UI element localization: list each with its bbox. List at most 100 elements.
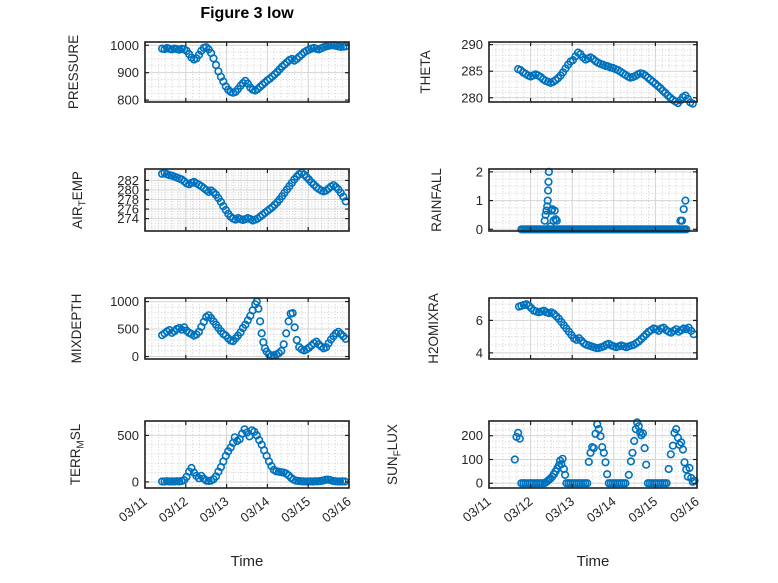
y-tick-label: 500 <box>117 428 139 443</box>
x-tick-label: 03/11 <box>116 494 150 525</box>
subplot-terr_msl: 0 500 03/11 03/12 03/13 03/14 03/15 03/16 TERRMS… <box>68 420 354 526</box>
axes-box <box>488 297 698 360</box>
x-tick-label: 03/15 <box>625 494 660 526</box>
tick-marks <box>488 42 698 102</box>
data-point <box>662 479 671 488</box>
data-points <box>514 300 698 353</box>
y-tick-label: 274 <box>117 211 139 226</box>
data-points <box>158 297 350 360</box>
y-axis-label: RAINFALL <box>429 168 444 232</box>
data-point <box>560 470 570 480</box>
data-point <box>672 425 681 434</box>
minor-grid <box>489 421 697 488</box>
data-point <box>632 418 642 427</box>
tick-marks <box>488 169 698 231</box>
y-tick-label: 0 <box>132 349 139 364</box>
data-points <box>158 425 350 486</box>
data-point <box>209 54 218 63</box>
data-point <box>688 99 697 108</box>
subplot-pressure: 800 900 1000 PRESSURE <box>66 35 350 109</box>
data-point <box>290 323 299 332</box>
data-point <box>601 458 610 467</box>
data-point <box>594 425 603 434</box>
axes-box <box>144 420 350 489</box>
y-tick-label: 280 <box>461 90 483 105</box>
data-point <box>510 455 519 464</box>
x-tick-label: 03/13 <box>197 494 232 526</box>
data-point <box>541 210 550 219</box>
data-point <box>543 196 552 205</box>
data-point <box>668 441 678 450</box>
data-points <box>510 418 699 488</box>
y-tick-label: 1 <box>476 193 483 208</box>
data-point <box>256 317 265 326</box>
y-axis-label: H2OMIXRA <box>426 293 441 364</box>
data-point <box>640 444 649 453</box>
x-axis-label-left: Time <box>230 553 264 570</box>
y-tick-label: 0 <box>132 474 139 489</box>
data-point <box>624 470 633 480</box>
y-tick-label: 6 <box>476 313 483 328</box>
data-point <box>678 445 688 454</box>
data-point <box>288 309 297 318</box>
y-tick-label: 900 <box>117 65 139 80</box>
y-axis-label: SUNFLUX <box>385 424 404 485</box>
tick-marks <box>488 421 698 488</box>
y-tick-label: 0 <box>476 476 483 491</box>
y-tick-label: 278 <box>117 192 139 207</box>
subplot-rainfall: 0 1 2 RAINFALL <box>429 164 698 237</box>
y-tick-label: 4 <box>476 345 483 360</box>
y-tick-label: 282 <box>117 173 139 188</box>
subplot-mixdepth: 0 500 1000 MIXDEPTH <box>69 294 350 364</box>
data-point <box>543 186 553 195</box>
y-axis-label: THETA <box>418 50 433 93</box>
tick-marks <box>144 42 350 102</box>
y-tick-label: 0 <box>476 222 483 237</box>
axes-box <box>488 420 698 489</box>
figure-title: Figure 3 low <box>200 5 294 22</box>
data-point <box>550 206 559 215</box>
minor-grid <box>489 169 697 231</box>
x-tick-label: 03/11 <box>460 494 494 525</box>
data-point <box>681 196 690 205</box>
data-point <box>284 317 293 326</box>
y-tick-label: 285 <box>461 64 483 79</box>
data-point <box>257 329 266 338</box>
data-point <box>638 429 648 438</box>
data-point <box>685 463 694 473</box>
data-point <box>282 329 291 338</box>
y-tick-label: 290 <box>461 37 483 52</box>
x-axis-label-right: Time <box>576 553 610 570</box>
data-point <box>628 448 637 457</box>
y-axis-label: AIRTEMP <box>70 171 89 229</box>
data-point <box>194 50 203 60</box>
data-points <box>513 48 697 108</box>
data-point <box>682 225 691 234</box>
x-tick-label: 03/15 <box>278 494 313 526</box>
data-points <box>158 41 350 97</box>
data-point <box>666 450 675 459</box>
subplot-h2omixra: 4 6 H2OMIXRA <box>426 293 698 364</box>
data-point <box>583 479 592 488</box>
x-tick-label: 03/16 <box>667 494 702 526</box>
y-tick-label: 500 <box>117 322 139 337</box>
data-points <box>517 167 691 234</box>
axes-box <box>488 41 698 103</box>
data-point <box>630 436 639 446</box>
data-point <box>642 460 651 469</box>
y-axis-label: TERRMSL <box>68 423 87 485</box>
data-point <box>558 454 567 463</box>
subplot-sun_flux: 0 100 200 03/11 03/12 03/13 03/14 03/15 03/16 SUN… <box>385 418 702 526</box>
y-tick-label: 1000 <box>110 38 139 53</box>
data-point <box>515 434 524 443</box>
data-point <box>584 457 593 467</box>
data-point <box>599 448 608 457</box>
data-point <box>626 457 636 466</box>
y-tick-label: 280 <box>117 182 139 197</box>
y-axis-label: MIXDEPTH <box>69 294 84 364</box>
data-points <box>158 168 350 225</box>
data-point <box>664 464 673 474</box>
data-point <box>637 431 646 440</box>
